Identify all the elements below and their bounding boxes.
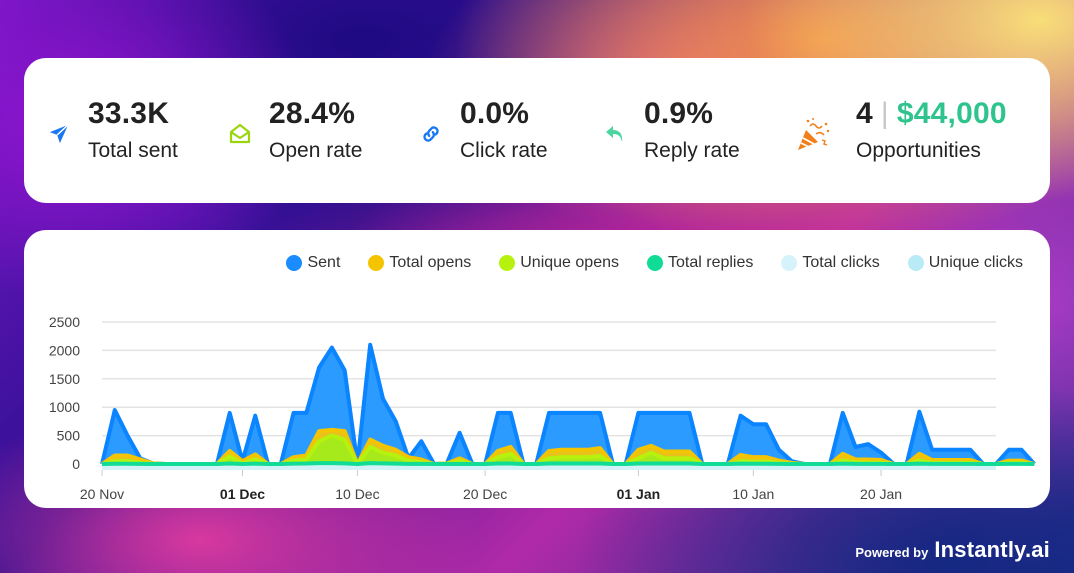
legend-label: Total replies — [668, 254, 754, 271]
legend-dot-sent — [286, 255, 303, 271]
open-envelope-icon — [227, 121, 253, 147]
reply-rate-label: Reply rate — [644, 138, 740, 162]
legend-label: Unique opens — [520, 254, 619, 271]
chart-card: Sent Total opens Unique opens Total repl… — [24, 230, 1050, 508]
legend-item-total-clicks[interactable]: Total clicks — [781, 254, 880, 272]
party-popper-icon — [796, 116, 832, 152]
stats-card: 33.3K Total sent 28.4% Open rate 0.0% Cl… — [24, 58, 1050, 203]
opportunities-amount: $44,000 — [896, 96, 1007, 130]
opportunities-count: 4 — [856, 96, 873, 130]
legend-item-sent[interactable]: Sent — [286, 254, 340, 272]
opportunities-value: 4 | $44,000 — [856, 97, 1007, 131]
x-tick-label: 10 Jan — [732, 486, 774, 502]
link-icon — [418, 121, 444, 147]
open-rate-value: 28.4% — [269, 96, 356, 130]
click-rate-label: Click rate — [460, 138, 548, 162]
reply-rate-value: 0.9% — [644, 96, 714, 130]
brand-logo: Instantly.ai — [934, 537, 1050, 562]
legend-dot-unique-opens — [499, 255, 516, 271]
x-tick-label: 01 Dec — [220, 486, 265, 502]
clicks-band — [102, 462, 996, 470]
opportunities-label: Opportunities — [856, 138, 981, 162]
legend-dot-unique-clicks — [907, 255, 924, 271]
stat-opportunities: 4 | $44,000 Opportunities — [796, 58, 1007, 203]
stat-reply-rate: 0.9% Reply rate — [602, 58, 740, 203]
y-tick-label: 1500 — [49, 371, 80, 387]
x-tick-label: 20 Nov — [80, 486, 124, 502]
area-chart[interactable]: 0 500 1000 1500 2000 2500 20 Nov 01 Dec 10 Dec 20… — [24, 230, 1050, 508]
y-tick-label: 0 — [72, 456, 80, 472]
total-sent-value: 33.3K — [88, 96, 170, 130]
y-tick-label: 1000 — [49, 399, 80, 415]
powered-by-badge[interactable]: Powered by Instantly.ai — [855, 537, 1050, 563]
legend-dot-total-clicks — [781, 255, 798, 271]
paper-plane-icon — [46, 121, 72, 147]
reply-arrow-icon — [602, 121, 628, 147]
stat-total-sent: 33.3K Total sent — [46, 58, 178, 203]
x-tick-label: 20 Jan — [860, 486, 902, 502]
legend-label: Unique clicks — [928, 254, 1023, 271]
legend-item-total-opens[interactable]: Total opens — [368, 254, 471, 272]
series-area-unique-opens[interactable] — [102, 435, 1035, 464]
y-tick-label: 2000 — [49, 342, 80, 358]
y-tick-label: 500 — [57, 428, 81, 444]
legend-dot-total-replies — [647, 255, 663, 271]
series-area-sent[interactable] — [102, 344, 1035, 464]
legend-label: Sent — [307, 254, 341, 271]
series-line-total-opens — [100, 427, 1035, 466]
stat-click-rate: 0.0% Click rate — [418, 58, 548, 203]
x-tick-label: 01 Jan — [617, 486, 661, 502]
powered-by-text: Powered by — [855, 545, 929, 560]
x-tick-label: 20 Dec — [463, 486, 507, 502]
stat-open-rate: 28.4% Open rate — [227, 58, 362, 203]
click-rate-value: 0.0% — [460, 96, 530, 130]
x-tick-label: 10 Dec — [335, 486, 379, 502]
value-separator: | — [880, 96, 889, 130]
chart-legend: Sent Total opens Unique opens Total repl… — [286, 254, 1023, 272]
series-line-total-replies — [101, 461, 1035, 466]
open-rate-label: Open rate — [269, 138, 363, 162]
y-tick-label: 2500 — [49, 314, 80, 330]
legend-label: Total opens — [389, 254, 472, 271]
legend-item-total-replies[interactable]: Total replies — [647, 254, 753, 272]
legend-label: Total clicks — [802, 254, 880, 271]
legend-item-unique-opens[interactable]: Unique opens — [499, 254, 619, 272]
legend-item-unique-clicks[interactable]: Unique clicks — [907, 254, 1023, 272]
total-sent-label: Total sent — [88, 138, 178, 162]
series-line-sent — [100, 342, 1036, 466]
legend-dot-total-opens — [368, 255, 385, 271]
